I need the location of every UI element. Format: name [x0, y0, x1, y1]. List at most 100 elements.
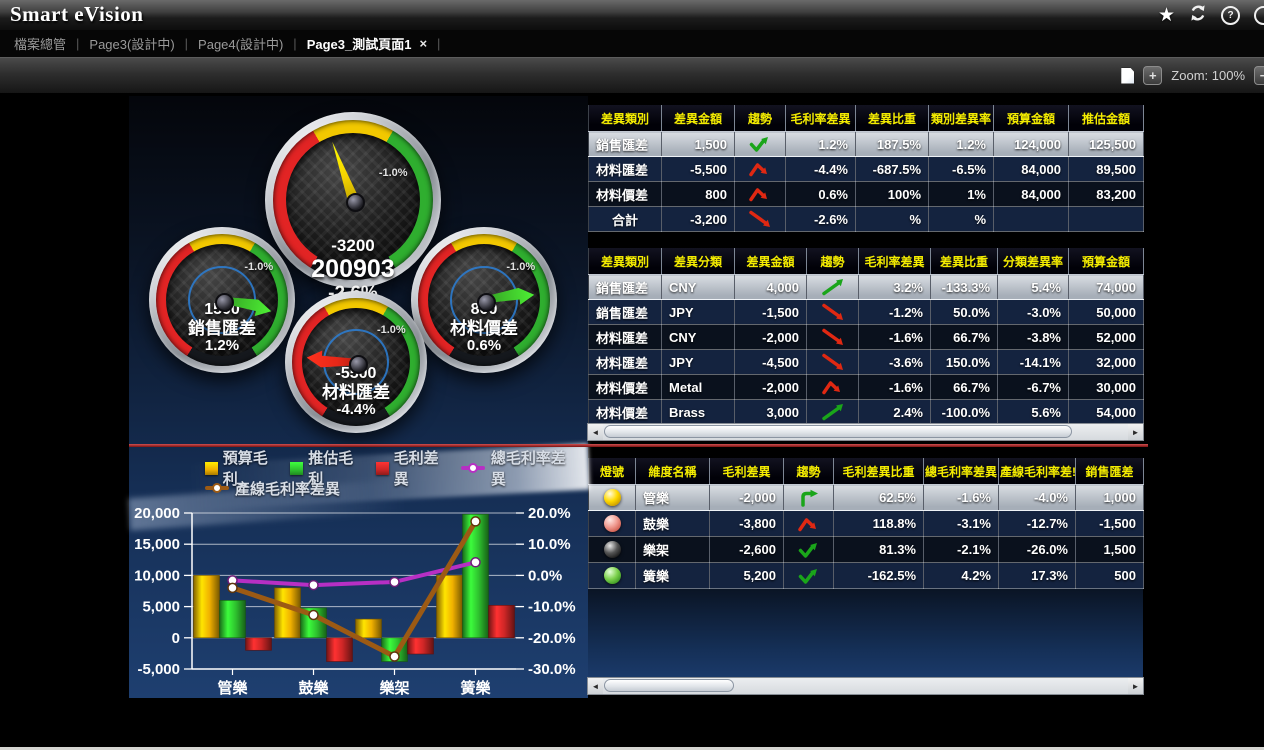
column-header[interactable]: 預算金額: [1068, 248, 1144, 275]
trend-red-peak-icon: [747, 160, 773, 177]
gauge-percent: 1.2%: [204, 336, 240, 354]
scroll-left-arrow[interactable]: ◄: [588, 678, 603, 694]
cell-text: -1.6%: [889, 329, 923, 345]
cell-text: -2,000: [762, 329, 799, 345]
table-row[interactable]: 管樂 -2,000 62.5% -1.6% -4.0% 1,000: [588, 484, 1144, 511]
scroll-track[interactable]: [603, 424, 1128, 440]
table-row[interactable]: 鼓樂 -3,800 118.8% -3.1% -12.7% -1,500: [588, 510, 1144, 537]
table-row[interactable]: 材料匯差 CNY -2,000 -1.6% 66.7% -3.8% 52,000: [588, 324, 1144, 350]
column-header[interactable]: 類別差異率: [928, 105, 994, 132]
cell-text: 材料匯差: [596, 330, 649, 346]
tab-page3-test-active[interactable]: Page3_測試頁面1: [306, 37, 412, 52]
table-row[interactable]: 簧樂 5,200 -162.5% 4.2% 17.3% 500: [588, 562, 1144, 589]
legend-row: 產線毛利率差異: [205, 478, 588, 498]
cell-text: 銷售匯差: [596, 137, 649, 153]
cell-text: 銷售匯差: [596, 280, 649, 296]
column-header[interactable]: 毛利率差異: [858, 248, 931, 275]
cell-text: 83,200: [1096, 186, 1136, 202]
gauge-hub: [476, 292, 496, 312]
gauge-hub: [214, 292, 234, 312]
gauge-material-fx: -1.0% -5500 材料匯差 -4.4%: [285, 291, 427, 433]
help-icon[interactable]: ?: [1221, 5, 1240, 25]
cell-text: 4,000: [766, 279, 799, 295]
gauge-hub: [345, 192, 365, 212]
column-header[interactable]: 產線毛利率差!: [998, 458, 1076, 485]
gauge-label: 200903: [311, 255, 395, 284]
column-header[interactable]: 燈號: [588, 458, 636, 485]
tab-page3-design[interactable]: Page3(設計中): [89, 37, 175, 52]
scroll-right-arrow[interactable]: ►: [1128, 424, 1143, 440]
tab-file-explorer[interactable]: 檔案總管: [14, 37, 67, 52]
column-header[interactable]: 毛利差異比重: [833, 458, 924, 485]
gauge-total-200903: -1.0% -3200 200903 -2.6%: [265, 112, 441, 304]
table-row[interactable]: 銷售匯差 CNY 4,000 3.2% -133.3% 5.4% 74,000: [588, 274, 1144, 300]
scroll-track[interactable]: [603, 678, 1128, 694]
table-row[interactable]: 材料匯差 -5,500 -4.4% -687.5% -6.5% 84,000 89,500: [588, 156, 1144, 182]
trend-red-peak-icon: [747, 185, 773, 202]
cell-text: -3.1%: [957, 516, 991, 531]
column-header[interactable]: 銷售匯差: [1075, 458, 1144, 485]
cell-text: -4,500: [762, 354, 799, 370]
column-header[interactable]: 差異金額: [661, 105, 735, 132]
column-header[interactable]: 趨勢: [783, 458, 834, 485]
cell-text: -1.6%: [957, 490, 991, 505]
classification-variance-table: 差異類別 差異分類 差異金額 趨勢 毛利率差異 差異比重 分類差異率 預算金額銷售匯差 CNY 4…: [588, 248, 1144, 425]
svg-text:-20.0%: -20.0%: [528, 630, 576, 647]
svg-text:-5,000: -5,000: [137, 661, 180, 678]
power-icon[interactable]: [1254, 5, 1264, 25]
new-page-icon[interactable]: [1121, 67, 1135, 84]
legend-label: 產線毛利率差異: [235, 480, 341, 498]
scroll-left-arrow[interactable]: ◄: [588, 424, 603, 440]
column-header[interactable]: 差異類別: [588, 105, 662, 132]
scroll-thumb[interactable]: [604, 425, 1072, 438]
column-header[interactable]: 維度名稱: [635, 458, 710, 485]
table-row[interactable]: 材料價差 Metal -2,000 -1.6% 66.7% -6.7% 30,000: [588, 374, 1144, 400]
column-header[interactable]: 分類差異率: [997, 248, 1069, 275]
column-header[interactable]: 預算金額: [993, 105, 1069, 132]
column-header[interactable]: 差異類別: [588, 248, 662, 275]
table-row[interactable]: 材料匯差 JPY -4,500 -3.6% 150.0% -14.1% 32,000: [588, 349, 1144, 375]
zoom-in-button[interactable]: +: [1143, 66, 1163, 85]
cell-text: -687.5%: [872, 161, 921, 177]
column-header[interactable]: 差異金額: [734, 248, 807, 275]
table-row[interactable]: 銷售匯差 JPY -1,500 -1.2% 50.0% -3.0% 50,000: [588, 299, 1144, 325]
svg-text:-10.0%: -10.0%: [528, 599, 576, 616]
cell-text: -14.1%: [1019, 354, 1061, 370]
table-row[interactable]: 銷售匯差 1,500 1.2% 187.5% 1.2% 124,000 125,500: [588, 131, 1144, 157]
cell-text: 4.2%: [961, 568, 991, 583]
scroll-right-arrow[interactable]: ►: [1128, 678, 1143, 694]
cell-text: 52,000: [1096, 329, 1136, 345]
column-header[interactable]: 毛利率差異: [785, 105, 856, 132]
legend-line-prodline: [205, 483, 229, 493]
column-header[interactable]: 趨勢: [734, 105, 786, 132]
zoom-out-button[interactable]: −: [1254, 66, 1264, 85]
table-row[interactable]: 材料價差 Brass 3,000 2.4% -100.0% 5.6% 54,000: [588, 399, 1144, 425]
favorite-star-icon[interactable]: ★: [1157, 4, 1175, 26]
trend-red-down-icon: [820, 353, 846, 370]
table-row[interactable]: 合計 -3,200 -2.6%%%: [588, 206, 1144, 232]
trend-green-check-icon: [796, 567, 822, 584]
cell-text: CNY: [669, 279, 697, 295]
column-header[interactable]: 總毛利率差異: [923, 458, 999, 485]
table-row[interactable]: 材料價差 800 0.6% 100% 1% 84,000 83,200: [588, 181, 1144, 207]
column-header[interactable]: 差異比重: [855, 105, 929, 132]
column-header[interactable]: 差異比重: [930, 248, 998, 275]
legend-swatch-budget: [205, 461, 218, 475]
legend-line-total: [461, 463, 485, 473]
table-row[interactable]: 樂架 -2,600 81.3% -2.1% -26.0% 1,500: [588, 536, 1144, 563]
tab-page4-design[interactable]: Page4(設計中): [198, 37, 284, 52]
column-header[interactable]: 毛利差異: [709, 458, 784, 485]
tab-close-icon[interactable]: ×: [419, 36, 428, 51]
legend-label: 預算毛利: [222, 450, 268, 488]
cell-text: 124,000: [1014, 136, 1061, 152]
cell-text: 1.2%: [956, 136, 986, 152]
titlebar-icons: ★ ?: [1158, 0, 1264, 30]
refresh-icon[interactable]: [1189, 4, 1207, 27]
status-light-green: [603, 567, 621, 585]
scroll-thumb[interactable]: [604, 679, 734, 692]
column-header[interactable]: 差異分類: [661, 248, 735, 275]
cell-text: 150.0%: [945, 354, 990, 370]
cell-text: 1%: [967, 186, 986, 202]
column-header[interactable]: 趨勢: [806, 248, 859, 275]
column-header[interactable]: 推估金額: [1068, 105, 1144, 132]
